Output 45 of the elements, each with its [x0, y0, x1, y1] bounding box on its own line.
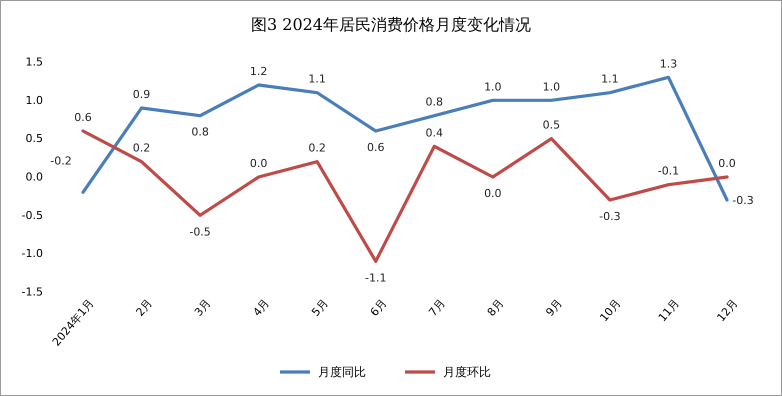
data-label: 0.0 [718, 157, 736, 170]
x-tick-label: 8月 [484, 296, 506, 319]
x-tick-label: 11月 [656, 296, 682, 324]
data-label: 0.0 [250, 157, 268, 170]
legend-label: 月度同比 [318, 365, 366, 379]
data-label: -1.1 [364, 271, 386, 284]
y-tick-label: 0.5 [26, 132, 43, 146]
data-label: -0.3 [599, 210, 621, 223]
y-tick-label: 1.0 [26, 94, 43, 107]
data-label: 1.2 [250, 65, 268, 78]
x-tick-label: 6月 [368, 296, 390, 319]
data-label: 0.2 [308, 142, 326, 155]
x-tick-label: 12月 [714, 296, 740, 324]
data-label: 0.9 [132, 88, 150, 101]
x-tick-label: 4月 [250, 296, 272, 319]
x-tick-label: 5月 [309, 296, 331, 319]
data-label: 0.6 [74, 111, 92, 124]
data-label: -0.1 [658, 164, 680, 178]
x-tick-label: 9月 [543, 296, 565, 319]
y-tick-label: -0.5 [22, 208, 43, 222]
data-label: 1.0 [484, 80, 502, 94]
x-tick-label: 2月 [133, 296, 156, 319]
data-label: -0.2 [50, 154, 72, 168]
data-label: 1.1 [601, 72, 619, 86]
legend-label: 月度环比 [443, 365, 491, 379]
data-label: -0.5 [189, 225, 211, 238]
x-tick-label: 10月 [597, 296, 624, 324]
data-label: 0.4 [426, 126, 444, 140]
y-tick-label: -1.0 [22, 247, 43, 260]
chart-title: 图3 2024年居民消费价格月度变化情况 [251, 15, 531, 34]
data-label: -0.3 [732, 194, 754, 207]
data-label: 1.1 [308, 72, 326, 86]
data-label: 0.5 [542, 118, 560, 132]
y-tick-label: 0.0 [26, 170, 43, 184]
data-label: 0.2 [132, 142, 150, 155]
data-label: 0.0 [484, 187, 502, 200]
data-label: 0.8 [426, 96, 444, 109]
x-tick-label: 3月 [192, 296, 214, 319]
data-label: 0.6 [366, 141, 384, 154]
data-label: 1.3 [660, 57, 678, 70]
data-label: 0.8 [191, 126, 209, 139]
data-label: 1.0 [542, 80, 560, 94]
y-tick-label: 1.5 [26, 56, 43, 69]
x-tick-label: 7月 [426, 296, 448, 319]
y-tick-label: -1.5 [22, 286, 43, 299]
